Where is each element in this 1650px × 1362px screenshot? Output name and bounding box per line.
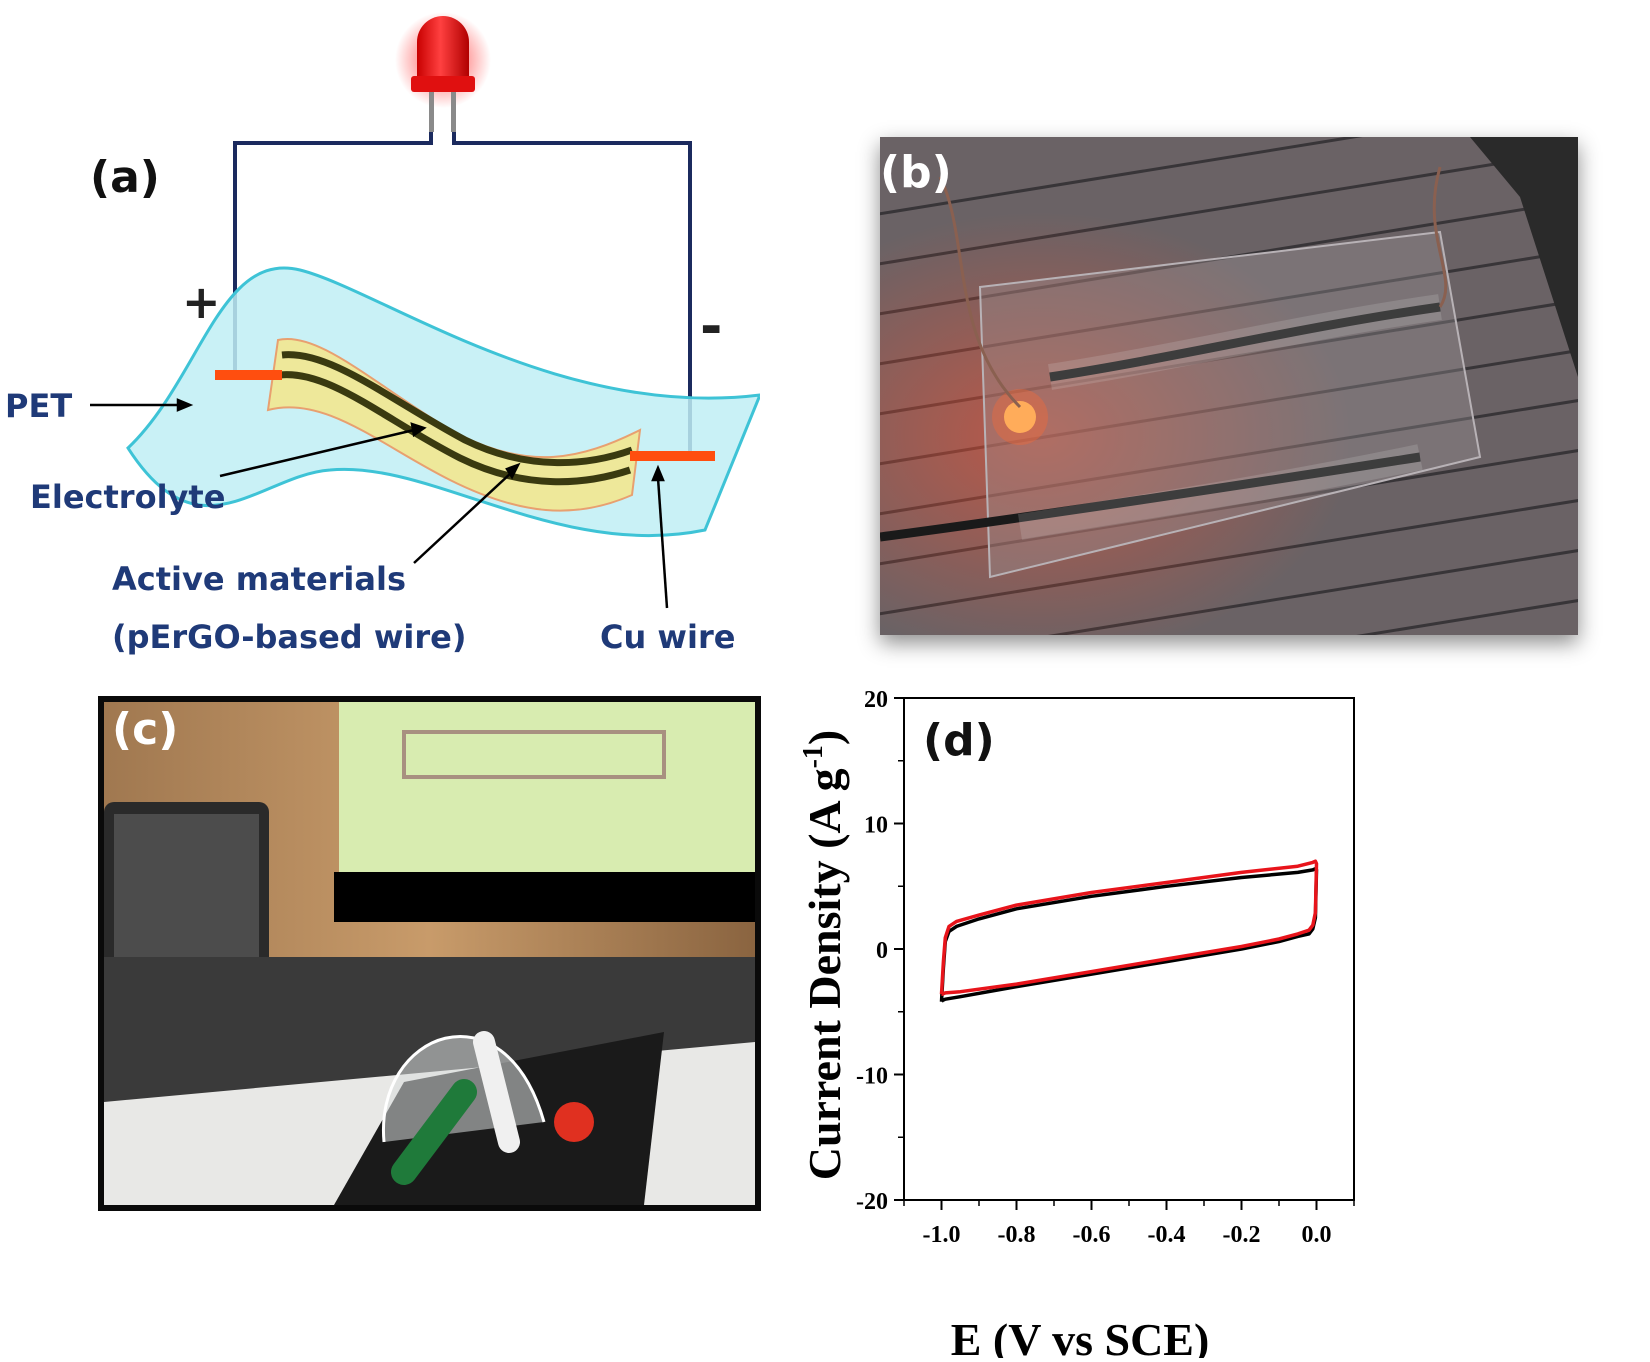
pet-label: PET: [5, 387, 72, 425]
y-tick-label: 0: [876, 938, 888, 964]
panel-d-label: (d): [923, 715, 995, 766]
y-tick-label: 20: [864, 687, 888, 713]
cv-chart: -1.0 -0.8 -0.6 -0.4 -0.2 0.0 -20 -10 0 10 20 E (V …: [798, 687, 1355, 1362]
panel-a-label: (a): [90, 152, 160, 203]
x-tick-label: -1.0: [923, 1222, 961, 1248]
x-tick-label: -0.6: [1073, 1222, 1111, 1248]
panel-d: -1.0 -0.8 -0.6 -0.4 -0.2 0.0 -20 -10 0 10 20 E (V …: [780, 665, 1650, 1362]
photo-c-illustration: [104, 702, 755, 1205]
y-tick-label: 10: [864, 813, 888, 839]
active-wire-1: [281, 351, 634, 467]
y-tick-label: -20: [856, 1189, 888, 1215]
panel-c-label: (c): [112, 704, 179, 755]
x-tick-label: -0.8: [998, 1222, 1036, 1248]
minus-sign: -: [700, 295, 722, 358]
panel-b-label: (b): [880, 147, 952, 198]
photo-b-illustration: [880, 137, 1578, 635]
panel-b-photo: (b): [880, 137, 1578, 635]
x-tick-label: 0.0: [1302, 1222, 1332, 1248]
circuit-wire-right: [452, 132, 692, 455]
cu-wire-label: Cu wire: [600, 618, 735, 656]
circuit-wire-left: [233, 132, 433, 375]
y-axis-title-close: ): [799, 730, 850, 745]
x-tick-label: -0.4: [1148, 1222, 1186, 1248]
y-axis-title-main: Current Density (A g: [799, 768, 850, 1180]
x-tick-label: -0.2: [1223, 1222, 1261, 1248]
active-materials-label: Active materials: [112, 560, 406, 598]
x-axis-title: E (V vs SCE): [951, 1314, 1210, 1358]
plot-frame: [903, 697, 1355, 1201]
plus-sign: +: [182, 275, 221, 329]
panel-c-photo: (c): [98, 696, 761, 1211]
y-axis-title: Current Density (A g-1): [798, 730, 850, 1181]
led-icon: [395, 12, 491, 132]
y-axis-title-sup: -1: [798, 745, 829, 768]
panel-a: + - (a) PET Electrolyte Active materials…: [0, 0, 763, 680]
pergo-wire-label: (pErGO-based wire): [112, 618, 466, 656]
cv-curve-red: [939, 859, 1319, 996]
active-wire-2: [279, 371, 632, 486]
schematic-svg: + - (a) PET Electrolyte Active materials…: [5, 12, 763, 656]
pointer-arrows: [90, 398, 669, 609]
y-tick-label: -10: [856, 1064, 888, 1090]
electrolyte-label: Electrolyte: [30, 478, 225, 516]
cu-wire-right: [630, 451, 715, 461]
cu-wire-left: [215, 370, 282, 380]
